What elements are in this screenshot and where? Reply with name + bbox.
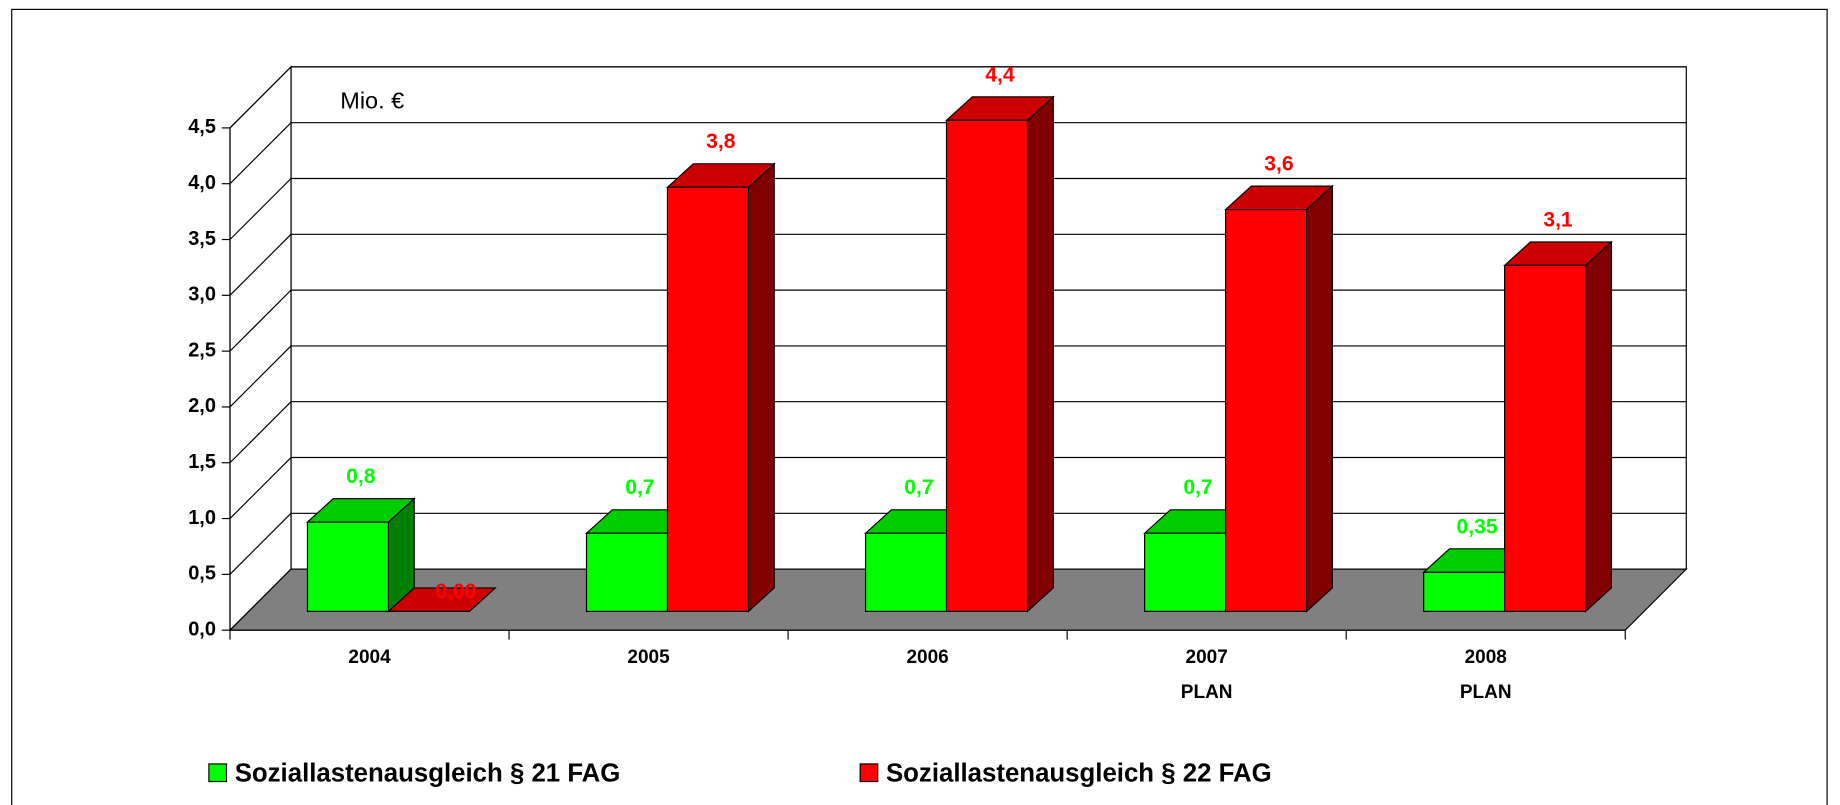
- frame: [11, 8, 1828, 805]
- legend-swatch: [859, 763, 879, 783]
- grid-line-side: [229, 345, 292, 408]
- plot: 0,0 0,5 1,0 1,5 2,0 2,5 3,0 3,5 4,0 4,5 Mio. € 0,8 0…: [11, 8, 1828, 805]
- bar: [945, 95, 1055, 613]
- y-tick-label: 2,0: [188, 395, 216, 417]
- bar-front: [1504, 264, 1587, 612]
- data-label: 0,7: [904, 476, 933, 499]
- bar: [386, 587, 497, 612]
- x-tick-label: 2008 PLAN: [1459, 646, 1512, 703]
- grid-line-side: [229, 512, 292, 575]
- data-label: 0,00: [435, 580, 476, 603]
- y-tick-label: 4,0: [188, 172, 216, 194]
- data-label: 3,1: [1543, 208, 1573, 231]
- bar-front: [1423, 571, 1506, 612]
- bar-top: [386, 587, 497, 612]
- unit-label: Mio. €: [340, 87, 404, 113]
- bar: [1503, 240, 1613, 613]
- bar-front: [666, 186, 750, 612]
- side-wall: [229, 65, 292, 632]
- data-label: 0,7: [625, 476, 654, 499]
- bar-side: [747, 162, 775, 613]
- bar-front: [945, 119, 1029, 612]
- data-label: 0,7: [1183, 476, 1212, 499]
- y-tick-label: 0,5: [188, 563, 216, 585]
- y-tick-label: 0,0: [188, 618, 216, 640]
- bar-front: [1144, 532, 1227, 612]
- y-tick-label: 1,5: [188, 451, 216, 473]
- bar-side: [1026, 95, 1054, 613]
- y-tick-label: 1,0: [188, 507, 216, 529]
- data-label: 0,8: [346, 465, 376, 488]
- grid-line-side: [229, 122, 292, 185]
- y-tick-label: 3,5: [188, 228, 216, 250]
- y-tick-label: 4,5: [188, 116, 216, 138]
- x-tick-label: 2005: [627, 646, 670, 668]
- legend-label: Soziallastenausgleich § 22 FAG: [886, 759, 1272, 787]
- grid-line-side: [229, 401, 292, 464]
- y-tick-label: 2,5: [188, 339, 216, 361]
- y-tick-label: 3,0: [188, 284, 216, 306]
- grid-line-side: [229, 178, 292, 240]
- data-label: 3,8: [706, 130, 736, 153]
- bar-front: [864, 532, 948, 612]
- data-label: 3,6: [1264, 153, 1293, 176]
- x-tick-label: 2007 PLAN: [1180, 646, 1233, 703]
- bar: [1224, 184, 1334, 613]
- x-tick-label: 2006: [906, 646, 949, 668]
- bar: [665, 162, 776, 613]
- bar: [305, 497, 416, 613]
- bar-side: [1585, 240, 1612, 613]
- legend-swatch: [208, 763, 228, 783]
- x-tick-label: 2004: [348, 646, 391, 668]
- grid-line-side: [229, 457, 292, 519]
- bar-side: [1305, 184, 1333, 613]
- legend-label: Soziallastenausgleich § 21 FAG: [235, 759, 621, 787]
- bar-front: [306, 521, 390, 612]
- data-label: 0,35: [1456, 515, 1497, 538]
- bar-front: [1224, 208, 1308, 612]
- grid-line-side: [229, 233, 292, 296]
- grid-line-side: [229, 66, 292, 129]
- bar-front: [585, 532, 669, 612]
- data-label: 4,4: [985, 63, 1015, 86]
- grid-line-side: [229, 289, 292, 352]
